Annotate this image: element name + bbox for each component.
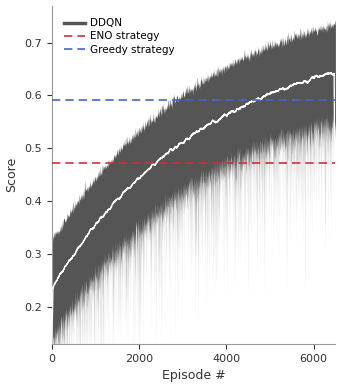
X-axis label: Episode #: Episode # bbox=[162, 369, 225, 383]
Y-axis label: Score: Score bbox=[5, 157, 18, 192]
Legend: DDQN, ENO strategy, Greedy strategy: DDQN, ENO strategy, Greedy strategy bbox=[60, 14, 179, 59]
